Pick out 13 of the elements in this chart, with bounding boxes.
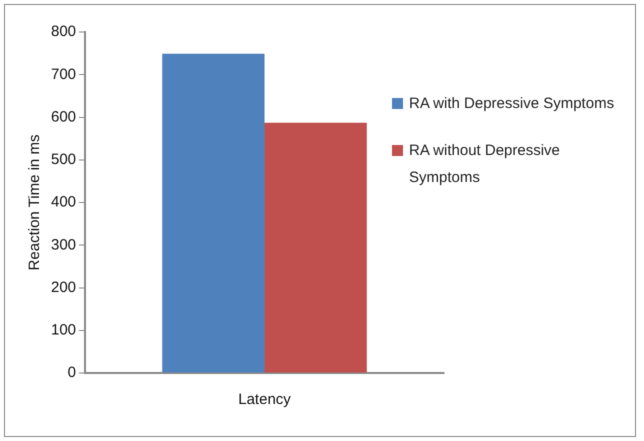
legend-label: RA with Depressive Symptoms bbox=[409, 94, 614, 114]
y-tick-label: 700 bbox=[50, 66, 76, 83]
y-tick-label: 0 bbox=[68, 364, 76, 382]
y-tick-label: 400 bbox=[50, 194, 76, 211]
y-tick-label: 200 bbox=[50, 278, 76, 296]
y-axis-title: Reaction Time in ms bbox=[26, 134, 44, 270]
y-tick-label: 600 bbox=[50, 108, 76, 126]
y-tick-label: 500 bbox=[50, 151, 76, 168]
y-tick-label: 800 bbox=[50, 23, 76, 40]
x-tick-label: Latency bbox=[238, 391, 292, 408]
legend-label: RA without Depressive Symptoms bbox=[409, 141, 561, 188]
y-tick-label: 100 bbox=[50, 322, 76, 339]
y-tick-label: 300 bbox=[50, 236, 76, 254]
